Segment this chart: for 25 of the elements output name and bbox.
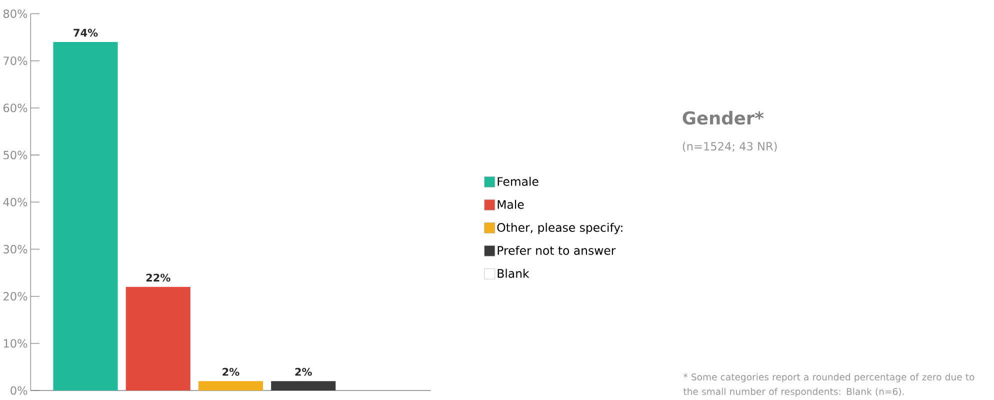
legend-label: Other, please specify: [497, 222, 622, 234]
legend-label: Prefer not to answer [498, 246, 616, 255]
y-tick-label: 60% [3, 104, 28, 112]
text: * Some categories report a rounded percentage of zero due to the small number of respondents: Blank (n=6). [683, 373, 974, 397]
data-label: 22% [146, 274, 170, 282]
bar [198, 380, 263, 390]
legend-label: Female [498, 176, 538, 186]
bar [271, 380, 336, 390]
y-tick-label: 30% [4, 244, 28, 254]
y-tick-label: 50% [4, 150, 28, 160]
data-label: 2% [222, 368, 240, 376]
text: Gender* [682, 110, 764, 125]
y-tick-label: 10% [4, 339, 28, 348]
data-label: 2% [295, 368, 312, 376]
y-tick-label: 40% [3, 198, 28, 206]
legend-label: Blank [498, 268, 530, 278]
bar [53, 42, 118, 390]
y-tick-label: 20% [4, 292, 28, 300]
y-tick-label: 0% [10, 386, 28, 395]
y-tick-label: 70% [4, 56, 28, 65]
bar [126, 286, 190, 390]
legend-label: Male [498, 200, 524, 209]
text: (n=1524; 43 NR) [682, 142, 777, 152]
y-tick-label: 80% [3, 9, 28, 18]
data-label: 74% [74, 28, 98, 37]
